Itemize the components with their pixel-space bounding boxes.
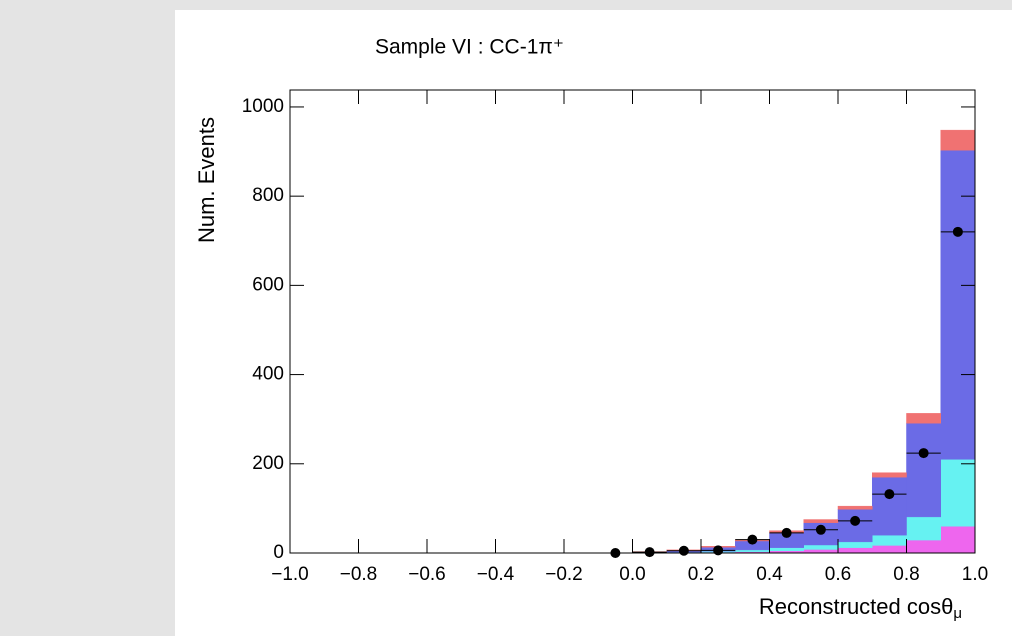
histogram-bar <box>940 149 976 460</box>
histogram-bar <box>735 549 770 552</box>
histogram-bar <box>837 505 873 510</box>
histogram-bar <box>837 547 873 554</box>
histogram-bar <box>940 129 976 151</box>
chart-title: Sample VI : CC-1π⁺ <box>375 36 564 59</box>
x-axis-label-sub: μ <box>953 605 962 622</box>
histogram-bar <box>769 547 804 552</box>
y-axis-label: Num. Events <box>194 117 219 243</box>
histogram-bar <box>872 472 907 478</box>
data-point <box>884 489 895 500</box>
data-point <box>815 524 826 535</box>
x-tick-label: 0.4 <box>756 564 783 585</box>
x-tick-label: 0.8 <box>893 564 919 585</box>
data-point <box>713 545 724 556</box>
data-point <box>952 226 963 237</box>
x-axis-label-main: Reconstructed cosθ <box>759 594 953 619</box>
y-tick-label: 1000 <box>242 96 284 117</box>
data-point <box>644 547 655 558</box>
histogram-bar <box>837 541 873 548</box>
data-point <box>850 515 861 526</box>
x-tick-label: −0.2 <box>545 564 583 585</box>
histogram-bar <box>940 525 976 554</box>
histogram-bar <box>872 476 907 536</box>
data-point <box>781 527 792 538</box>
y-tick-label: 400 <box>252 364 284 385</box>
histogram-bar <box>872 545 907 554</box>
x-tick-label: 1.0 <box>962 564 988 585</box>
y-tick-label: 600 <box>252 274 284 295</box>
x-tick-label: 0.2 <box>688 564 714 585</box>
x-tick-label: −0.8 <box>340 564 378 585</box>
x-tick-label: −0.4 <box>477 564 515 585</box>
y-tick-label: 0 <box>273 542 284 563</box>
data-point <box>678 545 689 556</box>
x-tick-label: −1.0 <box>271 564 309 585</box>
histogram-bar <box>940 459 976 527</box>
y-tick-label: 200 <box>252 453 284 474</box>
x-axis-label: Reconstructed cosθμ <box>759 594 962 622</box>
x-tick-label: −0.6 <box>408 564 446 585</box>
x-tick-label: 0.6 <box>825 564 851 585</box>
data-point <box>747 534 758 545</box>
histogram-bar <box>906 422 941 518</box>
histogram-bar <box>803 544 839 550</box>
histogram-bar <box>872 534 907 546</box>
histogram-bar <box>906 413 941 424</box>
x-tick-label: 0.0 <box>619 564 645 585</box>
histogram-bar <box>803 549 839 554</box>
y-tick-label: 800 <box>252 185 284 206</box>
histogram-bar <box>906 539 941 554</box>
data-point <box>918 448 929 459</box>
histogram-bar <box>803 519 839 523</box>
histogram-bar <box>906 516 941 541</box>
